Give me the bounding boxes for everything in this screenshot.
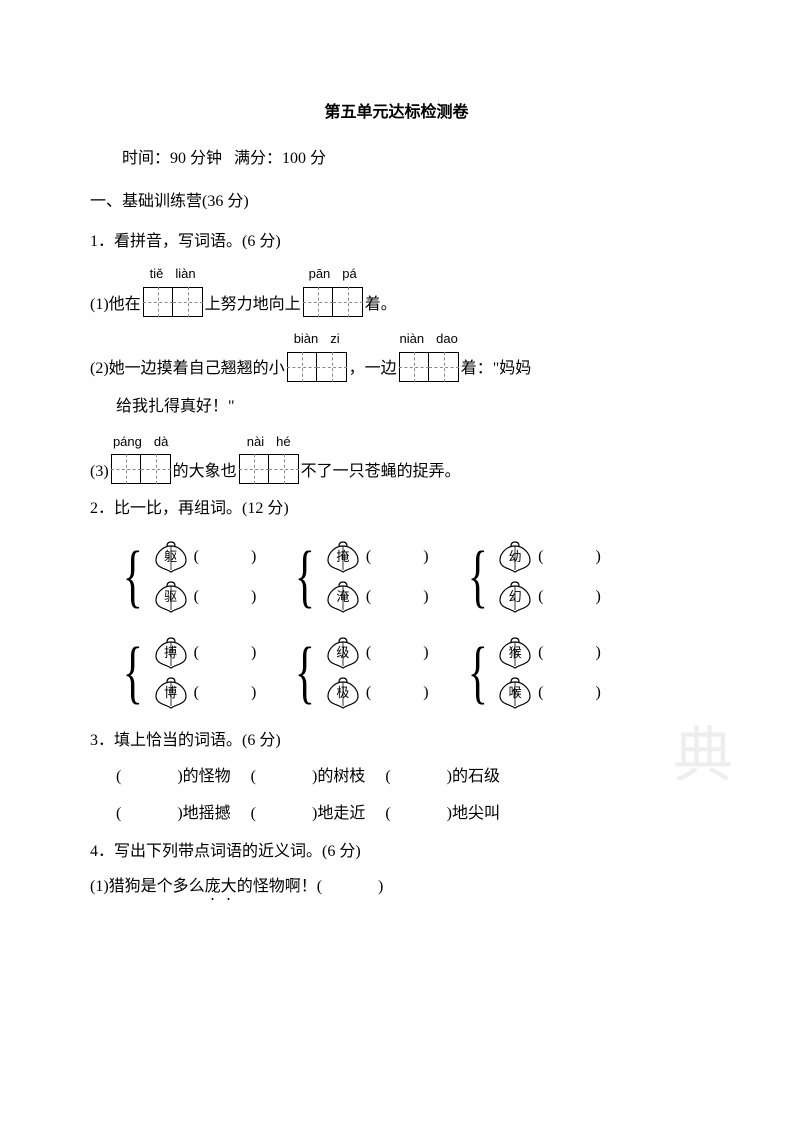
char-pair: { 搏()博() bbox=[116, 628, 258, 718]
q2-row1: {躯()驱(){掩()淹(){幼()幻() bbox=[116, 532, 703, 622]
pinyin: liàn bbox=[175, 264, 195, 285]
pinyin: pá bbox=[342, 264, 356, 285]
pinyin: pān bbox=[309, 264, 331, 285]
brace-icon: { bbox=[467, 638, 487, 708]
peach-icon: 幻 bbox=[496, 580, 534, 614]
peach-icon: 掩 bbox=[324, 540, 362, 574]
q4-1-close: ) bbox=[378, 878, 383, 895]
fill-blank: ()地尖叫 bbox=[385, 801, 500, 827]
exam-title: 第五单元达标检测卷 bbox=[90, 100, 703, 126]
peach-icon: 猴 bbox=[496, 636, 534, 670]
peach-icon: 喉 bbox=[496, 676, 534, 710]
q1-item3: (3) páng dà 的大象也 nài hé 不了一只苍蝇的捉弄。 bbox=[90, 432, 703, 485]
q1-2-mid: ，一边 bbox=[349, 356, 397, 382]
brace-icon: { bbox=[295, 542, 315, 612]
pinyin: tiě bbox=[150, 264, 164, 285]
answer-blank: () bbox=[366, 544, 431, 570]
q1-2-prefix: (2)她一边摸着自己翘翘的小 bbox=[90, 356, 285, 382]
q1-1-prefix: (1)他在 bbox=[90, 292, 141, 318]
q2-heading: 2．比一比，再组词。(12 分) bbox=[90, 496, 703, 522]
answer-blank: () bbox=[538, 584, 603, 610]
q1-item1: (1)他在 tiě liàn 上努力地向上 pān pá 着。 bbox=[90, 264, 703, 317]
q2-row2: {搏()博(){级()极(){猴()喉() bbox=[116, 628, 703, 718]
brace-icon: { bbox=[295, 638, 315, 708]
answer-blank: () bbox=[538, 640, 603, 666]
pinyin-box: pān pá bbox=[303, 264, 363, 317]
brace-icon: { bbox=[123, 542, 143, 612]
peach-icon: 驱 bbox=[152, 580, 190, 614]
brace-icon: { bbox=[467, 542, 487, 612]
q1-heading: 1．看拼音，写词语。(6 分) bbox=[90, 229, 703, 255]
q1-1-suffix: 着。 bbox=[365, 292, 397, 318]
answer-blank: () bbox=[366, 640, 431, 666]
q1-3-suffix: 不了一只苍蝇的捉弄。 bbox=[301, 459, 461, 485]
fill-blank: ()地摇撼 bbox=[116, 801, 231, 827]
pinyin: nài bbox=[247, 432, 264, 453]
pinyin-box: niàn dao bbox=[399, 329, 459, 382]
peach-icon: 幼 bbox=[496, 540, 534, 574]
pinyin-box: biàn zi bbox=[287, 329, 347, 382]
q2-content: {躯()驱(){掩()淹(){幼()幻() {搏()博(){级()极(){猴()… bbox=[90, 532, 703, 718]
score-label: 满分： bbox=[234, 150, 282, 167]
pinyin-box: tiě liàn bbox=[143, 264, 203, 317]
q4-1-pre: (1)猎狗是个多么 bbox=[90, 878, 205, 895]
q1-3-mid: 的大象也 bbox=[173, 459, 237, 485]
q4-heading: 4．写出下列带点词语的近义词。(6 分) bbox=[90, 839, 703, 865]
pinyin: biàn bbox=[294, 329, 319, 350]
q4-1-dot: 庞大 bbox=[205, 878, 237, 895]
time-label: 时间： bbox=[122, 150, 170, 167]
q1-2-cont: 给我扎得真好！" bbox=[90, 394, 703, 420]
q4-1-post: 的怪物啊！( bbox=[237, 878, 322, 895]
brace-icon: { bbox=[123, 638, 143, 708]
peach-icon: 淹 bbox=[324, 580, 362, 614]
answer-blank: () bbox=[538, 680, 603, 706]
answer-blank: () bbox=[194, 680, 259, 706]
fill-blank: ()的树枝 bbox=[251, 764, 366, 790]
peach-icon: 级 bbox=[324, 636, 362, 670]
q1-1-mid: 上努力地向上 bbox=[205, 292, 301, 318]
q3-heading: 3．填上恰当的词语。(6 分) bbox=[90, 728, 703, 754]
time-value: 90 分钟 bbox=[170, 150, 222, 167]
q4-item1: (1)猎狗是个多么庞大的怪物啊！() bbox=[90, 874, 703, 904]
q1-item2: (2)她一边摸着自己翘翘的小 biàn zi ，一边 niàn dao 着："妈… bbox=[90, 329, 703, 382]
pinyin: hé bbox=[276, 432, 290, 453]
answer-blank: () bbox=[194, 544, 259, 570]
char-pair: { 幼()幻() bbox=[461, 532, 603, 622]
char-pair: { 猴()喉() bbox=[461, 628, 603, 718]
answer-blank: () bbox=[366, 584, 431, 610]
char-pair: { 级()极() bbox=[288, 628, 430, 718]
peach-icon: 搏 bbox=[152, 636, 190, 670]
pinyin-box: nài hé bbox=[239, 432, 299, 485]
pinyin: dao bbox=[436, 329, 458, 350]
q3-row1: ()的怪物 ()的树枝 ()的石级 bbox=[90, 764, 703, 790]
section1-heading: 一、基础训练营(36 分) bbox=[90, 189, 703, 215]
pinyin: dà bbox=[154, 432, 168, 453]
pinyin: zi bbox=[330, 329, 339, 350]
peach-icon: 极 bbox=[324, 676, 362, 710]
answer-blank: () bbox=[194, 640, 259, 666]
answer-blank: () bbox=[538, 544, 603, 570]
q3-row2: ()地摇撼 ()地走近 ()地尖叫 bbox=[90, 801, 703, 827]
pinyin-box: páng dà bbox=[111, 432, 171, 485]
peach-icon: 博 bbox=[152, 676, 190, 710]
char-pair: { 掩()淹() bbox=[288, 532, 430, 622]
peach-icon: 躯 bbox=[152, 540, 190, 574]
exam-info: 时间：90 分钟 满分：100 分 bbox=[90, 146, 703, 172]
answer-blank: () bbox=[194, 584, 259, 610]
page: 第五单元达标检测卷 时间：90 分钟 满分：100 分 一、基础训练营(36 分… bbox=[0, 0, 793, 974]
score-value: 100 分 bbox=[282, 150, 326, 167]
answer-blank: () bbox=[366, 680, 431, 706]
fill-blank: ()地走近 bbox=[251, 801, 366, 827]
pinyin: niàn bbox=[400, 329, 425, 350]
fill-blank: ()的怪物 bbox=[116, 764, 231, 790]
q1-3-prefix: (3) bbox=[90, 459, 109, 485]
fill-blank: ()的石级 bbox=[385, 764, 500, 790]
q1-2-suffix: 着："妈妈 bbox=[461, 356, 532, 382]
pinyin: páng bbox=[113, 432, 142, 453]
char-pair: { 躯()驱() bbox=[116, 532, 258, 622]
